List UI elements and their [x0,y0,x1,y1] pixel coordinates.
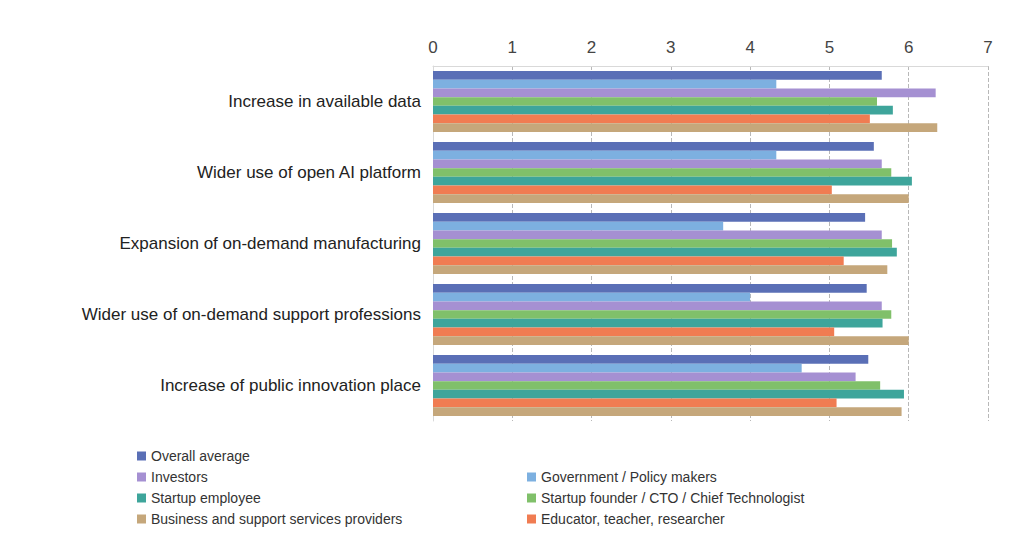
svg-text:Increase of public innovation: Increase of public innovation place [160,376,421,395]
svg-text:3: 3 [666,38,675,57]
svg-text:Business and support services: Business and support services providers [151,511,402,527]
svg-text:Wider use of on-demand support: Wider use of on-demand support professio… [82,305,421,324]
svg-text:Wider use of open AI platform: Wider use of open AI platform [197,163,421,182]
svg-text:2: 2 [587,38,596,57]
svg-text:Educator, teacher, researcher: Educator, teacher, researcher [541,511,725,527]
svg-text:6: 6 [904,38,913,57]
svg-text:0: 0 [428,38,437,57]
svg-text:1: 1 [508,38,517,57]
svg-text:4: 4 [745,38,754,57]
svg-text:Investors: Investors [151,469,208,485]
svg-text:Expansion of on-demand manufac: Expansion of on-demand manufacturing [120,234,421,253]
svg-text:Increase in available data: Increase in available data [228,92,421,111]
svg-text:Startup founder / CTO / Chief: Startup founder / CTO / Chief Technologi… [541,490,804,506]
svg-text:5: 5 [825,38,834,57]
svg-text:7: 7 [983,38,992,57]
svg-text:Startup employee: Startup employee [151,490,261,506]
svg-text:Government / Policy makers: Government / Policy makers [541,469,717,485]
svg-text:Overall average: Overall average [151,448,250,464]
